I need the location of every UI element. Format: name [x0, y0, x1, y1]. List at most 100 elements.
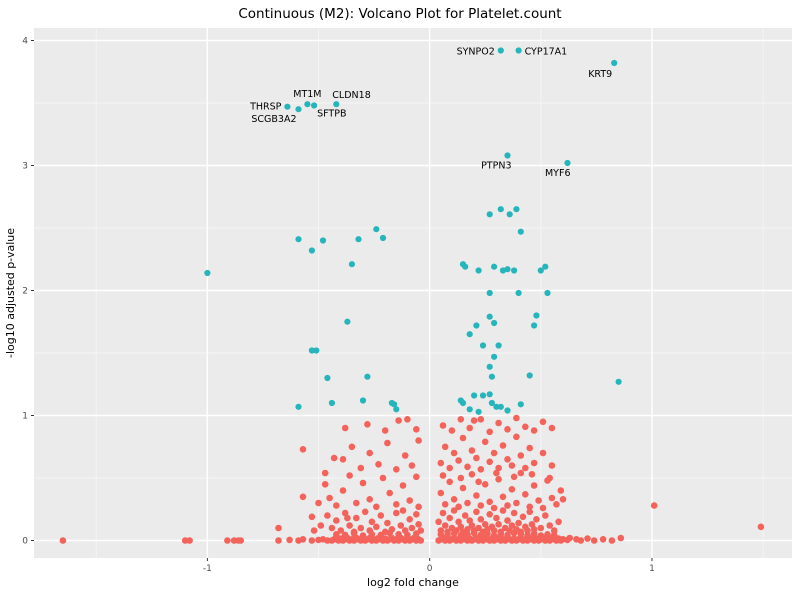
data-point-significant: [295, 403, 302, 410]
data-point-non-significant: [506, 527, 513, 534]
labeled-gene-point: [504, 152, 511, 159]
data-point-non-significant: [530, 482, 538, 489]
data-point-non-significant: [457, 416, 465, 423]
y-tick-label: 2: [22, 287, 28, 297]
data-point-significant: [373, 226, 380, 233]
data-point-non-significant: [413, 473, 420, 481]
data-point-non-significant: [464, 463, 471, 471]
data-point-significant: [542, 263, 549, 270]
data-point-significant: [513, 206, 520, 213]
data-point-non-significant: [539, 449, 547, 457]
data-point-non-significant: [508, 486, 516, 493]
data-point-non-significant: [381, 427, 389, 434]
data-point-non-significant: [444, 528, 451, 536]
data-point-non-significant: [384, 519, 391, 527]
data-point-non-significant: [446, 464, 454, 472]
data-point-non-significant: [346, 472, 353, 479]
data-point-non-significant: [441, 522, 449, 529]
data-point-non-significant: [450, 449, 458, 457]
data-point-non-significant: [375, 461, 382, 468]
data-point-non-significant: [468, 522, 476, 529]
data-point-significant: [497, 403, 504, 410]
data-point-non-significant: [477, 416, 485, 423]
data-point-non-significant: [537, 524, 545, 532]
data-point-non-significant: [473, 492, 480, 499]
data-point-non-significant: [566, 534, 573, 542]
data-point-non-significant: [522, 423, 529, 431]
data-point-non-significant: [530, 526, 538, 533]
data-point-significant: [486, 289, 493, 297]
data-point-non-significant: [344, 514, 351, 522]
data-point-non-significant: [553, 501, 560, 508]
data-point-non-significant: [408, 462, 416, 469]
data-point-significant: [504, 266, 511, 273]
labeled-gene-point: [304, 101, 311, 108]
data-point-non-significant: [539, 504, 547, 512]
data-point-non-significant: [401, 527, 409, 534]
data-point-non-significant: [379, 474, 387, 482]
gene-label: SCGB3A2: [251, 114, 296, 125]
y-tick-label: 3: [22, 162, 28, 172]
data-point-non-significant: [326, 494, 333, 502]
data-point-significant: [355, 236, 362, 243]
data-point-non-significant: [495, 464, 502, 472]
data-point-non-significant: [317, 522, 325, 529]
data-point-non-significant: [557, 487, 565, 494]
data-point-non-significant: [393, 509, 400, 517]
data-point-significant: [393, 406, 400, 413]
data-point-non-significant: [473, 454, 480, 462]
data-point-non-significant: [439, 422, 447, 429]
data-point-non-significant: [517, 452, 525, 459]
data-point-non-significant: [357, 464, 365, 472]
data-point-non-significant: [333, 531, 340, 538]
data-point-non-significant: [350, 528, 358, 536]
data-point-non-significant: [470, 417, 478, 424]
data-point-non-significant: [366, 527, 374, 534]
data-point-non-significant: [495, 521, 502, 528]
data-point-non-significant: [368, 518, 376, 526]
data-point-non-significant: [513, 433, 520, 441]
data-point-non-significant: [381, 528, 389, 536]
data-point-non-significant: [59, 537, 67, 544]
data-point-non-significant: [464, 499, 471, 507]
data-point-significant: [379, 234, 387, 242]
data-point-non-significant: [446, 514, 454, 522]
data-point-non-significant: [366, 496, 374, 503]
data-point-non-significant: [499, 493, 507, 501]
data-point-non-significant: [395, 417, 402, 424]
data-point-non-significant: [486, 458, 494, 466]
data-point-non-significant: [466, 517, 474, 524]
data-point-non-significant: [497, 528, 505, 536]
data-point-non-significant: [490, 449, 498, 457]
gene-label: SYNPO2: [457, 47, 495, 58]
data-point-significant: [466, 406, 473, 413]
data-point-non-significant: [341, 509, 349, 517]
data-point-non-significant: [366, 449, 374, 457]
data-point-non-significant: [357, 524, 365, 532]
data-point-non-significant: [513, 499, 520, 507]
data-point-significant: [493, 403, 500, 410]
data-point-non-significant: [584, 535, 591, 542]
data-point-non-significant: [555, 518, 562, 526]
data-point-significant: [475, 408, 482, 415]
x-axis-title: log2 fold change: [367, 576, 459, 589]
data-point-non-significant: [386, 489, 394, 497]
data-point-non-significant: [517, 528, 525, 536]
data-point-non-significant: [468, 447, 476, 454]
data-point-non-significant: [415, 437, 422, 444]
data-point-non-significant: [373, 503, 380, 511]
data-point-significant: [488, 373, 495, 380]
data-point-non-significant: [330, 454, 338, 462]
gene-label: THRSP: [249, 102, 282, 113]
labeled-gene-point: [295, 106, 302, 113]
data-point-non-significant: [299, 493, 307, 501]
data-point-non-significant: [339, 487, 347, 494]
data-point-non-significant: [542, 512, 549, 519]
data-point-significant: [515, 289, 522, 297]
data-point-non-significant: [455, 457, 462, 464]
chart-title: Continuous (M2): Volcano Plot for Platel…: [238, 6, 561, 22]
data-point-non-significant: [490, 527, 498, 534]
data-point-non-significant: [490, 504, 498, 512]
data-point-non-significant: [377, 512, 385, 519]
